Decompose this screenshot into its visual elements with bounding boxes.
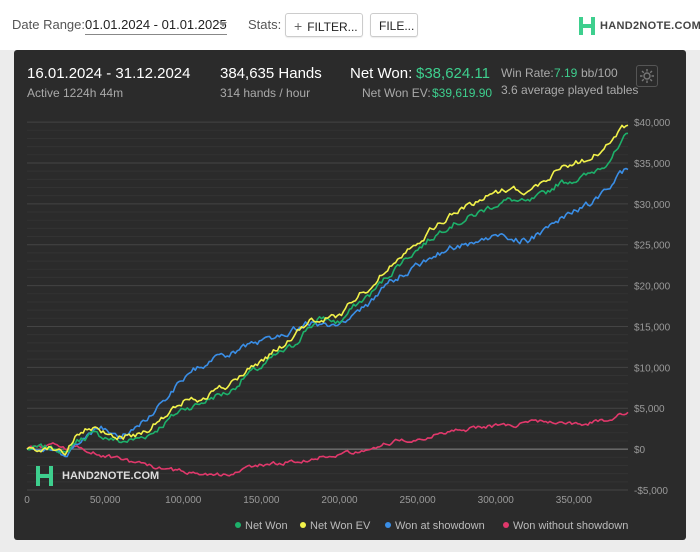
y-tick-label: $30,000 <box>634 200 671 211</box>
legend-won-without-showdown[interactable]: Won without showdown <box>503 520 628 532</box>
stats-label: Stats: <box>248 17 282 32</box>
y-tick-label: -$5,000 <box>634 486 668 497</box>
chart-series <box>26 124 629 477</box>
legend-label: Net Won EV <box>310 520 371 532</box>
legend-dot <box>385 522 391 529</box>
chart-grid <box>27 121 628 491</box>
y-tick-label: $25,000 <box>634 241 671 252</box>
date-range-select[interactable]: 01.01.2024 - 01.01.2025 <box>85 17 227 35</box>
x-axis-ticks: 0 50,000 100,000 150,000 200,000 250,000 300,0… <box>24 495 592 506</box>
legend-label: Won at showdown <box>395 520 485 532</box>
x-tick-label: 300,000 <box>478 495 515 506</box>
net-won-ev-label: Net Won EV: <box>362 86 431 100</box>
active-time: Active 1224h 44m <box>27 86 124 100</box>
legend-net-won-ev[interactable]: Net Won EV <box>300 520 370 532</box>
hand2note-logo-icon <box>579 17 595 35</box>
hands-count: 384,635 Hands <box>220 65 322 82</box>
x-tick-label: 100,000 <box>165 495 202 506</box>
y-tick-label: $10,000 <box>634 363 671 374</box>
y-tick-label: $20,000 <box>634 282 671 293</box>
y-tick-label: $40,000 <box>634 118 671 129</box>
y-tick-label: $5,000 <box>634 404 665 415</box>
x-tick-label: 50,000 <box>90 495 121 506</box>
series-line-0 <box>26 132 629 454</box>
net-won-ev-value: $39,619.90 <box>432 86 493 100</box>
x-tick-label: 150,000 <box>243 495 280 506</box>
x-tick-label: 0 <box>24 495 30 506</box>
y-tick-label: $15,000 <box>634 322 671 333</box>
net-won-label: Net Won: <box>350 65 413 82</box>
win-rate-value: 7.19 <box>554 66 578 80</box>
legend-net-won[interactable]: Net Won <box>235 520 288 532</box>
win-rate-label: Win Rate: <box>501 66 554 80</box>
x-tick-label: 350,000 <box>556 495 593 506</box>
filter-button-label: FILTER... <box>307 20 358 34</box>
hands-per-hour: 314 hands / hour <box>220 86 311 100</box>
y-tick-label: $0 <box>634 445 646 456</box>
watermark-logo-icon <box>36 466 53 486</box>
brand-name: HAND2NOTE.COM <box>600 20 700 32</box>
top-toolbar: Date Range: 01.01.2024 - 01.01.2025 Stat… <box>0 0 700 50</box>
x-tick-label: 200,000 <box>321 495 358 506</box>
chevron-down-icon[interactable] <box>219 22 227 27</box>
series-line-1 <box>26 124 629 456</box>
file-button[interactable]: FILE... <box>370 13 418 37</box>
legend-won-at-showdown[interactable]: Won at showdown <box>385 520 485 532</box>
legend-dot <box>235 522 241 529</box>
settings-button[interactable] <box>636 65 658 87</box>
win-rate-unit: bb/100 <box>581 66 618 80</box>
series-line-3 <box>26 411 629 477</box>
y-axis-ticks: -$5,000 $0 $5,000 $10,000 $15,000 $20,000 $25,… <box>634 118 671 497</box>
plus-icon: + <box>294 18 303 34</box>
legend-label: Net Won <box>245 520 288 532</box>
average-tables: 3.6 average played tables <box>501 83 639 97</box>
watermark-text: HAND2NOTE.COM <box>62 470 160 482</box>
file-button-label: FILE... <box>379 19 415 33</box>
y-tick-label: $35,000 <box>634 159 671 170</box>
period-range: 16.01.2024 - 31.12.2024 <box>27 65 191 82</box>
legend-label: Won without showdown <box>513 520 629 532</box>
gear-icon <box>640 69 654 83</box>
legend-dot <box>300 522 306 529</box>
net-won-value: $38,624.11 <box>416 65 490 82</box>
legend-dot <box>503 522 509 529</box>
x-tick-label: 250,000 <box>400 495 437 506</box>
filter-button[interactable]: + FILTER... <box>285 13 363 37</box>
date-range-label: Date Range: <box>12 17 85 32</box>
